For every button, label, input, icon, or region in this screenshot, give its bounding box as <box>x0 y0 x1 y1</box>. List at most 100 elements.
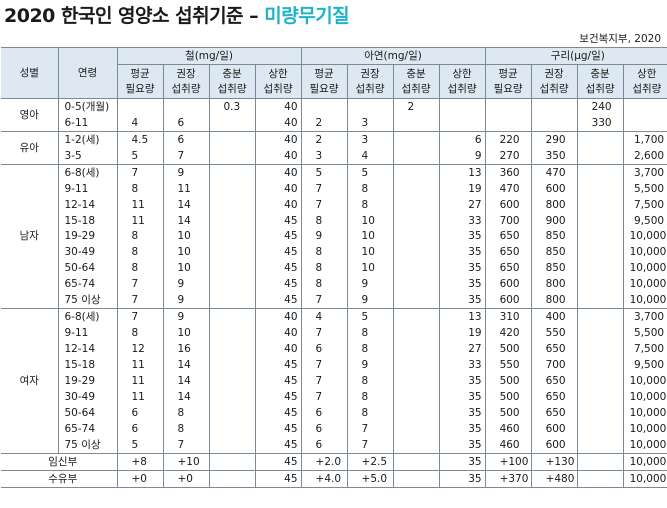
table-row: 50-64 6 8 45 6 8 35 500 650 10,000 <box>1 404 667 421</box>
value-cell: 650 <box>530 341 578 357</box>
value-cell: 9 <box>162 308 210 326</box>
value-cell: 12 <box>116 341 164 357</box>
age-cell: 3-5 <box>58 147 118 165</box>
value-cell: 14 <box>162 372 210 389</box>
subheader-line: 섭취량 <box>539 82 569 95</box>
value-cell: 35 <box>438 404 486 421</box>
value-cell: 7 <box>116 163 164 181</box>
value-cell: 8 <box>300 212 348 229</box>
value-cell: 8 <box>162 420 210 437</box>
age-cell: 6-8(세) <box>57 163 118 181</box>
subheader-line: 권장 <box>176 67 196 80</box>
value-cell: 45 <box>254 388 302 405</box>
value-cell: 460 <box>484 420 532 437</box>
table-row: 65-74 6 8 45 6 7 35 460 600 10,000 <box>1 420 667 437</box>
value-cell: 9 <box>346 276 394 293</box>
value-cell: 650 <box>484 244 532 261</box>
value-cell: 1,700 <box>622 130 667 148</box>
value-cell: 600 <box>484 196 532 213</box>
value-cell: 2,600 <box>622 147 667 165</box>
age-cell: 6-8(세) <box>57 308 118 326</box>
value-cell: 33 <box>438 357 486 373</box>
value-cell <box>438 114 486 132</box>
value-cell: 27 <box>438 196 486 213</box>
age-cell: 15-18 <box>58 357 118 373</box>
value-cell: 35 <box>438 469 486 488</box>
age-cell: 12-14 <box>58 341 118 357</box>
subheader-zinc-upper-limit: 상한 섭취량 <box>438 64 486 99</box>
value-cell: 650 <box>484 228 532 245</box>
value-cell: 4 <box>346 147 394 165</box>
value-cell <box>576 420 624 437</box>
table-row: 19-29 11 14 45 7 8 35 500 650 10,000 <box>1 372 667 389</box>
value-cell: 650 <box>530 372 578 389</box>
table-row: 65-74 7 9 45 8 9 35 600 800 10,000 <box>1 276 667 293</box>
value-cell: 650 <box>530 404 578 421</box>
value-cell: +130 <box>530 452 578 471</box>
value-cell: 7 <box>300 292 348 309</box>
age-cell: 1-2(세) <box>57 130 118 148</box>
value-cell <box>392 388 440 405</box>
value-cell: 850 <box>530 228 578 245</box>
value-cell: 16 <box>162 341 210 357</box>
table-row: 6-11 4 6 40 2 3 330 <box>1 114 667 132</box>
value-cell: 35 <box>438 260 486 277</box>
value-cell: 5 <box>346 163 394 181</box>
value-cell: 8 <box>116 325 164 342</box>
header-copper: 구리(μg/일) <box>484 47 667 65</box>
value-cell <box>208 260 256 277</box>
value-cell: 10,000 <box>622 388 667 405</box>
value-cell: 35 <box>438 372 486 389</box>
value-cell: 6 <box>162 114 210 132</box>
value-cell: 7 <box>116 276 164 293</box>
value-cell: 7 <box>300 180 348 197</box>
value-cell: 45 <box>254 357 302 373</box>
value-cell: 10,000 <box>622 292 667 309</box>
subheader-line: 섭취량 <box>171 82 201 95</box>
value-cell: 650 <box>530 388 578 405</box>
value-cell: 290 <box>530 130 578 148</box>
value-cell <box>392 196 440 213</box>
subheader-iron-avg-requirement: 평균 필요량 <box>117 64 164 99</box>
value-cell <box>208 276 256 293</box>
value-cell: 4 <box>116 114 164 132</box>
value-cell <box>392 308 440 326</box>
value-cell <box>576 212 624 229</box>
value-cell: 10 <box>346 244 394 261</box>
value-cell <box>622 114 667 132</box>
value-cell <box>576 325 624 342</box>
subheader-line: 상한 <box>268 67 288 80</box>
value-cell: 8 <box>116 260 164 277</box>
title-highlight: 미량무기질 <box>264 5 350 27</box>
value-cell <box>392 372 440 389</box>
value-cell: 600 <box>530 180 578 197</box>
value-cell: 5 <box>116 147 164 165</box>
subheader-line: 섭취량 <box>401 82 431 95</box>
value-cell: +5.0 <box>346 469 394 488</box>
value-cell: 8 <box>162 404 210 421</box>
value-cell: 9 <box>162 276 210 293</box>
subheader-line: 충분 <box>590 67 610 80</box>
value-cell <box>392 357 440 373</box>
value-cell: 9,500 <box>622 212 667 229</box>
value-cell <box>576 292 624 309</box>
value-cell: 10 <box>162 228 210 245</box>
value-cell <box>208 196 256 213</box>
value-cell: 10,000 <box>622 404 667 421</box>
value-cell <box>208 130 256 148</box>
subheader-line: 섭취량 <box>447 82 477 95</box>
value-cell <box>392 276 440 293</box>
value-cell <box>208 372 256 389</box>
value-cell: 900 <box>530 212 578 229</box>
subheader-line: 필요량 <box>309 82 339 95</box>
value-cell: 6 <box>162 130 210 148</box>
table-row: 9-11 8 11 40 7 8 19 470 600 5,500 <box>1 180 667 197</box>
table-row: 15-18 11 14 45 8 10 33 700 900 9,500 <box>1 212 667 229</box>
value-cell: 9 <box>162 292 210 309</box>
value-cell <box>346 98 394 115</box>
table-row: 75 이상 5 7 45 6 7 35 460 600 10,000 <box>1 436 667 454</box>
value-cell: 45 <box>254 469 302 488</box>
value-cell: 8 <box>300 260 348 277</box>
subheader-zinc-adequate-intake: 충분 섭취량 <box>392 64 440 99</box>
value-cell <box>576 341 624 357</box>
